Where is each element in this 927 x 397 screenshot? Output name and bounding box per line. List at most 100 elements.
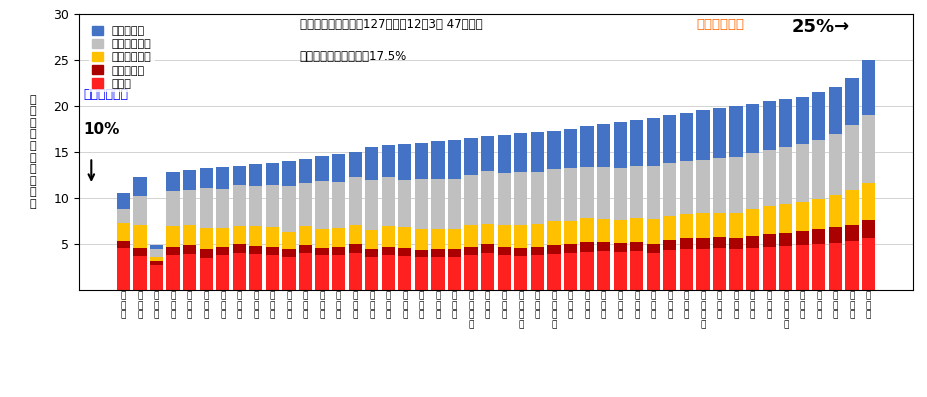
Bar xyxy=(779,204,793,233)
Bar xyxy=(630,166,643,218)
Bar xyxy=(498,225,511,247)
Bar xyxy=(663,240,677,250)
Bar xyxy=(298,226,312,245)
Bar xyxy=(795,245,809,290)
Bar xyxy=(298,183,312,226)
Bar xyxy=(564,168,578,221)
Bar xyxy=(862,115,875,183)
Bar xyxy=(298,253,312,290)
Bar xyxy=(431,249,445,257)
Bar xyxy=(481,224,494,244)
Bar xyxy=(746,104,759,153)
Bar xyxy=(730,249,743,290)
Bar xyxy=(332,182,345,228)
Bar xyxy=(448,257,461,290)
Bar xyxy=(713,237,726,249)
Bar xyxy=(117,223,130,241)
Bar xyxy=(233,166,246,185)
Bar xyxy=(597,242,610,251)
Text: 10%: 10% xyxy=(83,121,120,137)
Bar xyxy=(597,124,610,168)
Bar xyxy=(498,247,511,255)
Bar xyxy=(498,135,511,173)
Bar xyxy=(531,255,544,290)
Bar xyxy=(679,161,693,214)
Bar xyxy=(266,255,279,290)
Bar xyxy=(862,238,875,290)
Bar xyxy=(845,191,858,225)
Bar xyxy=(514,256,527,290)
Bar xyxy=(564,253,578,290)
Bar xyxy=(365,230,378,249)
Bar xyxy=(531,132,544,172)
Bar xyxy=(283,257,296,290)
Bar xyxy=(713,249,726,290)
Bar xyxy=(448,179,461,229)
Bar xyxy=(448,249,461,257)
Bar xyxy=(431,257,445,290)
Bar xyxy=(117,209,130,223)
Bar xyxy=(829,134,842,195)
Bar xyxy=(862,183,875,220)
Bar xyxy=(481,253,494,290)
Bar xyxy=(382,247,395,255)
Bar xyxy=(630,119,643,166)
Bar xyxy=(298,159,312,183)
Bar xyxy=(133,177,146,196)
Bar xyxy=(414,257,428,290)
Bar xyxy=(779,98,793,147)
Text: 25%→: 25%→ xyxy=(792,18,850,36)
Bar xyxy=(713,158,726,212)
Bar xyxy=(663,115,677,163)
Bar xyxy=(696,238,709,249)
Bar xyxy=(349,152,362,177)
Bar xyxy=(481,136,494,171)
Bar xyxy=(647,219,660,244)
Bar xyxy=(730,106,743,157)
Bar xyxy=(547,245,561,254)
Bar xyxy=(233,185,246,226)
Bar xyxy=(812,92,825,140)
Bar xyxy=(696,160,709,214)
Bar xyxy=(597,168,610,219)
Bar xyxy=(547,170,561,221)
Bar xyxy=(498,173,511,225)
Bar xyxy=(117,249,130,290)
Bar xyxy=(167,191,180,226)
Bar xyxy=(399,145,412,180)
Bar xyxy=(862,60,875,115)
Bar xyxy=(365,249,378,257)
Bar xyxy=(614,220,627,243)
Bar xyxy=(448,229,461,249)
Bar xyxy=(365,257,378,290)
Bar xyxy=(315,229,329,247)
Bar xyxy=(696,110,709,160)
Bar xyxy=(414,229,428,250)
Bar xyxy=(779,147,793,204)
Bar xyxy=(514,247,527,256)
Bar xyxy=(481,244,494,253)
Bar xyxy=(399,227,412,248)
Bar xyxy=(431,141,445,179)
Bar xyxy=(448,140,461,179)
Bar xyxy=(315,181,329,229)
Bar xyxy=(199,188,213,228)
Bar xyxy=(580,126,593,167)
Bar xyxy=(249,246,262,254)
Bar xyxy=(150,245,163,249)
Bar xyxy=(183,225,197,245)
Bar xyxy=(730,157,743,212)
Bar xyxy=(315,255,329,290)
Bar xyxy=(696,249,709,290)
Bar xyxy=(332,255,345,290)
Text: 温暖な栃木県: 温暖な栃木県 xyxy=(696,18,744,31)
Bar xyxy=(216,247,229,255)
Bar xyxy=(183,170,197,191)
Bar xyxy=(763,101,776,150)
Bar xyxy=(266,163,279,185)
Bar xyxy=(679,238,693,249)
Bar xyxy=(746,247,759,290)
Bar xyxy=(431,179,445,229)
Bar xyxy=(167,247,180,255)
Bar xyxy=(679,113,693,161)
